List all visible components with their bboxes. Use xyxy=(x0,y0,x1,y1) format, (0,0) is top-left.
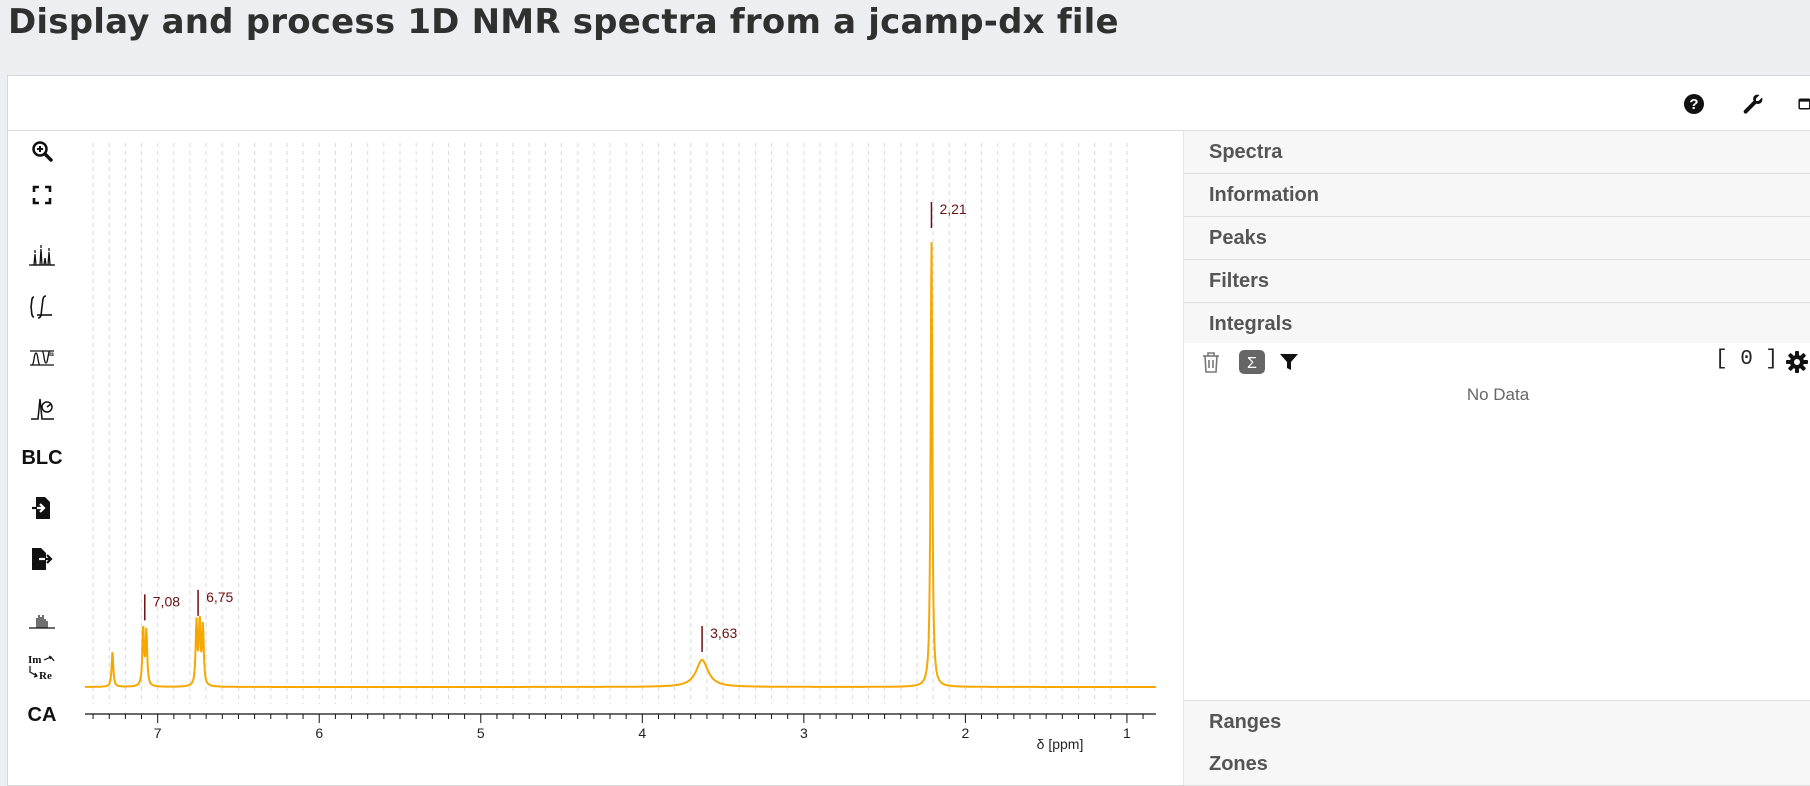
spectrum-chart[interactable]: 7 6 5 4 3 2 1 δ [ppm] 7,08 6,75 3,63 2,21 xyxy=(64,131,1179,785)
section-ranges[interactable]: Ranges xyxy=(1184,700,1810,744)
gear-icon[interactable] xyxy=(1785,349,1809,375)
peak-label: 2,21 xyxy=(939,201,966,217)
spectrum-line xyxy=(85,242,1156,688)
x-tick-label: 6 xyxy=(315,725,323,741)
x-tick-label: 4 xyxy=(638,725,646,741)
section-integrals-label: Integrals xyxy=(1209,313,1293,335)
top-toolbar: ? xyxy=(8,76,1810,131)
peak-label: 6,75 xyxy=(206,589,233,605)
page-title: Display and process 1D NMR spectra from … xyxy=(8,2,1119,42)
section-zones[interactable]: Zones xyxy=(1184,743,1810,786)
x-tick-label: 3 xyxy=(800,725,808,741)
svg-text:Σ: Σ xyxy=(1247,355,1257,372)
svg-text:Re: Re xyxy=(39,670,52,682)
integrals-toolbar: Σ [ 0 ] xyxy=(1184,343,1810,381)
section-ranges-label: Ranges xyxy=(1209,711,1282,733)
tool-sidebar: m BLC Im Re CA xyxy=(8,131,64,785)
x-tick-label: 2 xyxy=(961,725,969,741)
x-tick-label: 5 xyxy=(477,725,485,741)
peak-picking-icon[interactable] xyxy=(20,236,64,276)
zero-filling-icon[interactable]: m xyxy=(20,338,64,378)
help-icon[interactable]: ? xyxy=(1681,91,1707,117)
export-file-icon[interactable] xyxy=(20,539,64,579)
svg-text:Im: Im xyxy=(28,654,41,666)
section-peaks-label: Peaks xyxy=(1209,227,1267,249)
section-integrals[interactable]: Integrals xyxy=(1184,303,1810,345)
x-axis-label: δ [ppm] xyxy=(1037,736,1084,752)
x-tick-label: 1 xyxy=(1123,725,1131,741)
nmr-viewer: ? m BLC xyxy=(7,75,1810,786)
multiplet-analysis-icon[interactable] xyxy=(20,601,64,641)
trash-icon[interactable] xyxy=(1200,349,1222,375)
import-file-icon[interactable] xyxy=(20,488,64,528)
automatic-assignment-button[interactable]: CA xyxy=(27,703,57,726)
svg-text:m: m xyxy=(48,350,54,358)
sum-icon[interactable]: Σ xyxy=(1238,349,1266,375)
side-panel: Spectra Information Peaks Filters Integr… xyxy=(1183,131,1810,786)
section-information-label: Information xyxy=(1209,184,1319,206)
section-information[interactable]: Information xyxy=(1184,174,1810,217)
integrals-count: [ 0 ] xyxy=(1715,348,1779,371)
section-peaks[interactable]: Peaks xyxy=(1184,217,1810,260)
integrals-empty-message: No Data xyxy=(1466,385,1530,404)
section-zones-label: Zones xyxy=(1209,753,1268,775)
phase-correction-icon[interactable] xyxy=(20,389,64,429)
integral-icon[interactable] xyxy=(20,287,64,327)
x-tick-label: 7 xyxy=(154,725,162,741)
peak-label: 3,63 xyxy=(710,625,737,641)
peak-label: 7,08 xyxy=(153,593,180,609)
section-filters-label: Filters xyxy=(1209,270,1270,292)
section-filters[interactable]: Filters xyxy=(1184,260,1810,303)
svg-text:?: ? xyxy=(1689,96,1698,113)
fullscreen-icon[interactable] xyxy=(20,175,64,215)
zoom-in-icon[interactable] xyxy=(20,131,64,171)
section-spectra-label: Spectra xyxy=(1209,141,1283,163)
panel-toggle-icon[interactable] xyxy=(1798,91,1810,117)
baseline-correction-button[interactable]: BLC xyxy=(21,446,63,469)
filter-icon[interactable] xyxy=(1278,349,1300,375)
wrench-icon[interactable] xyxy=(1740,91,1766,117)
real-imaginary-icon[interactable]: Im Re xyxy=(20,647,64,687)
section-spectra[interactable]: Spectra xyxy=(1184,131,1810,174)
